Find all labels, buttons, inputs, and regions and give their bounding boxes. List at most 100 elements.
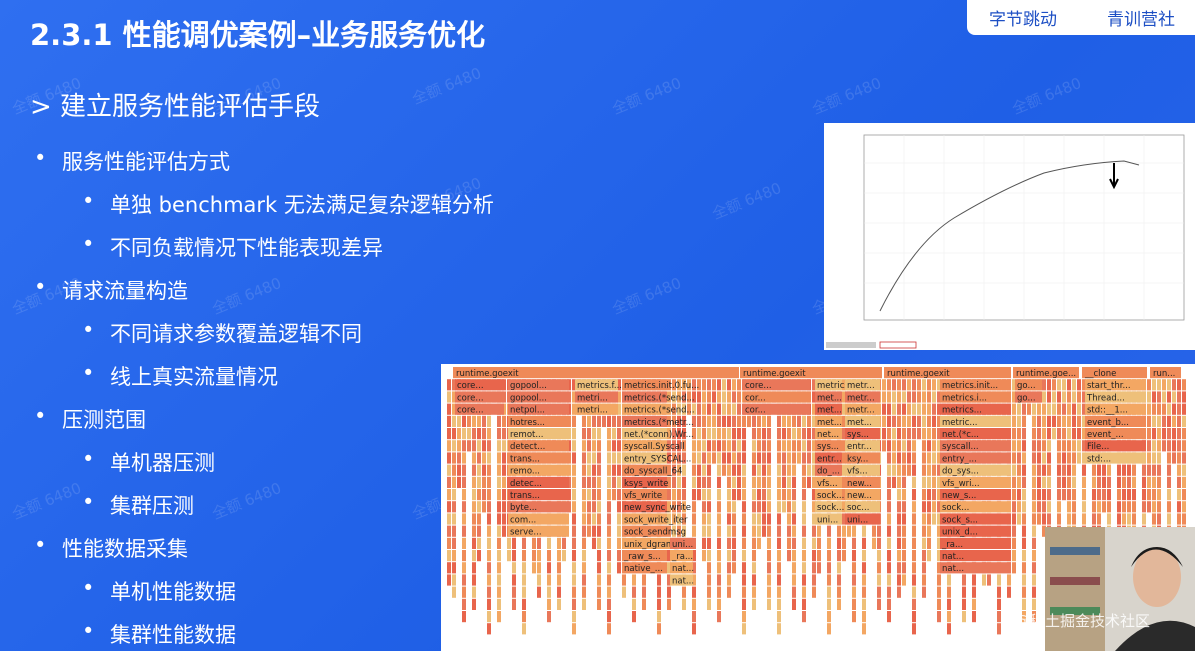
flame-strip [452, 379, 456, 391]
flame-strip [1152, 403, 1156, 415]
flame-strip [897, 391, 901, 403]
flame-strip [802, 440, 806, 452]
flame-label: metri... [577, 393, 608, 403]
flame-strip [447, 489, 451, 501]
flame-strip [1117, 513, 1121, 525]
flame-strip [1152, 452, 1156, 464]
flame-strip [797, 452, 801, 464]
flame-strip [1082, 415, 1086, 427]
flame-strip [692, 623, 696, 635]
flame-strip [557, 574, 561, 586]
flame-strip [712, 440, 716, 452]
flame-strip [707, 415, 711, 427]
flame-strip [902, 379, 906, 391]
flame-strip [462, 574, 466, 586]
flame-strip [752, 586, 756, 598]
flame-strip [1022, 452, 1026, 464]
flame-strip [682, 428, 686, 440]
flame-strip [782, 501, 786, 513]
flame-strip [1032, 550, 1036, 562]
flame-strip [532, 562, 536, 574]
bullet-item: 压测范围 [34, 404, 146, 434]
flame-strip [452, 525, 456, 537]
flame-strip [787, 513, 791, 525]
flame-label: std:... [1087, 454, 1111, 464]
flame-frame [845, 513, 880, 525]
flame-label: sock... [817, 503, 844, 513]
flame-strip [1072, 403, 1076, 415]
flame-strip [502, 428, 506, 440]
flame-frame [622, 464, 667, 476]
flame-frame [670, 537, 693, 549]
flame-strip [497, 428, 501, 440]
flame-strip [597, 440, 601, 452]
flame-frame [508, 501, 569, 513]
flame-strip [707, 476, 711, 488]
flame-frame [815, 379, 842, 391]
flame-strip [612, 464, 616, 476]
flame-strip [812, 403, 816, 415]
flame-strip [767, 476, 771, 488]
flame-strip [862, 562, 866, 574]
flame-strip [902, 464, 906, 476]
flame-strip [802, 489, 806, 501]
flame-strip [1017, 513, 1021, 525]
flame-strip [917, 428, 921, 440]
watermark: 全额 6480 [209, 273, 284, 318]
flame-strip [917, 379, 921, 391]
flame-strip [467, 440, 471, 452]
flame-strip [702, 464, 706, 476]
flame-strip [802, 574, 806, 586]
flame-strip [667, 598, 671, 610]
flame-strip [1022, 525, 1026, 537]
flame-strip [1047, 440, 1051, 452]
flame-strip [887, 537, 891, 549]
flame-strip [792, 489, 796, 501]
flame-strip [592, 452, 596, 464]
flame-strip [697, 464, 701, 476]
flame-strip [592, 501, 596, 513]
flame-strip [802, 525, 806, 537]
flame-strip [502, 513, 506, 525]
flame-strip [1017, 415, 1021, 427]
flame-strip [497, 550, 501, 562]
flame-strip [707, 525, 711, 537]
flame-frame [845, 415, 880, 427]
flame-strip [742, 489, 746, 501]
flame-strip [582, 428, 586, 440]
flame-strip [897, 513, 901, 525]
flame-strip [507, 537, 511, 549]
flame-strip [702, 550, 706, 562]
flame-strip [712, 379, 716, 391]
flame-strip [887, 501, 891, 513]
flame-strip [447, 440, 451, 452]
flame-strip [912, 403, 916, 415]
flame-strip [1022, 476, 1026, 488]
flame-strip [597, 586, 601, 598]
flame-strip [717, 379, 721, 391]
flame-strip [497, 586, 501, 598]
flame-frame [940, 452, 1011, 464]
flame-strip [617, 489, 621, 501]
flame-strip [1142, 489, 1146, 501]
flame-strip [497, 464, 501, 476]
flame-strip [777, 525, 781, 537]
flame-strip [707, 452, 711, 464]
flame-strip [612, 489, 616, 501]
flame-strip [1022, 440, 1026, 452]
flame-strip [582, 550, 586, 562]
flame-strip [697, 476, 701, 488]
flame-strip [922, 562, 926, 574]
flame-strip [1147, 391, 1151, 403]
flame-strip [1142, 476, 1146, 488]
flame-frame [845, 489, 880, 501]
flame-strip [937, 403, 941, 415]
flame-strip [1047, 379, 1051, 391]
flame-strip [777, 562, 781, 574]
flame-strip [1127, 501, 1131, 513]
flame-label: vfs... [847, 467, 868, 477]
flame-strip [937, 391, 941, 403]
flame-strip [752, 550, 756, 562]
flame-strip [1037, 452, 1041, 464]
flame-strip [1032, 452, 1036, 464]
